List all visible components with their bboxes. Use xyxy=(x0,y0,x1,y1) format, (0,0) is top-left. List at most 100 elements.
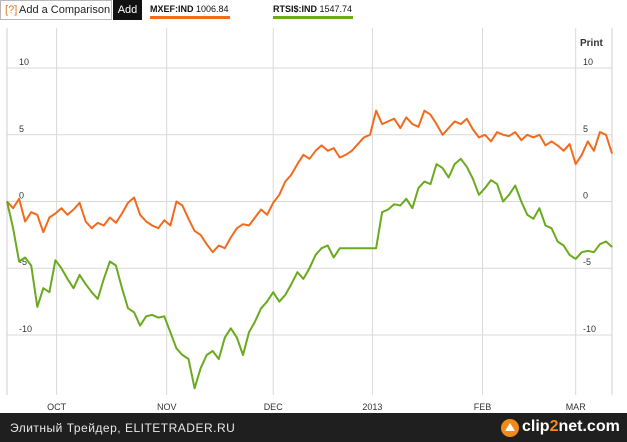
data-point-rtsiind xyxy=(472,178,474,180)
data-point-mxefind xyxy=(357,143,359,145)
toolbar: [?] Add a Comparison Add MXEF:IND 1006.8… xyxy=(0,0,627,24)
data-point-rtsiind xyxy=(563,244,565,247)
data-point-rtsiind xyxy=(181,354,184,356)
data-point-rtsiind xyxy=(6,200,8,203)
data-point-rtsiind xyxy=(127,307,129,309)
data-point-mxefind xyxy=(399,127,401,129)
footer: Элитный Трейдер, ELITETRADER.RU clip2net… xyxy=(0,413,627,442)
data-point-mxefind xyxy=(387,120,389,123)
chart-series xyxy=(6,109,613,390)
data-point-mxefind xyxy=(411,123,413,125)
data-point-rtsiind xyxy=(157,316,159,319)
data-point-mxefind xyxy=(605,134,607,136)
data-point-rtsiind xyxy=(266,300,268,303)
legend-item-rtsi: RTSI$:IND 1547.74 xyxy=(273,4,352,14)
data-point-mxefind xyxy=(24,220,26,223)
data-point-mxefind xyxy=(490,140,492,143)
help-glyph: ? xyxy=(8,4,15,16)
data-point-rtsiind xyxy=(526,214,528,216)
data-point-rtsiind xyxy=(284,294,286,296)
data-point-rtsiind xyxy=(496,183,498,185)
data-point-mxefind xyxy=(581,154,583,156)
data-point-rtsiind xyxy=(163,315,165,317)
data-point-rtsiind xyxy=(381,211,383,213)
data-point-mxefind xyxy=(556,144,559,147)
data-point-mxefind xyxy=(169,224,171,227)
print-link[interactable]: Print xyxy=(580,38,603,49)
data-point-mxefind xyxy=(133,196,135,199)
data-point-rtsiind xyxy=(575,258,577,260)
data-point-mxefind xyxy=(454,120,456,123)
data-point-rtsiind xyxy=(581,251,583,253)
add-comparison-field[interactable]: [?] Add a Comparison xyxy=(0,0,112,20)
data-point-mxefind xyxy=(278,194,280,196)
data-point-rtsiind xyxy=(97,298,99,300)
data-point-mxefind xyxy=(109,216,111,219)
data-point-mxefind xyxy=(351,150,353,152)
add-button[interactable]: Add xyxy=(113,0,142,20)
x-tick-label: FEB xyxy=(474,402,492,412)
x-tick-label: DEC xyxy=(264,402,284,412)
data-point-mxefind xyxy=(115,222,117,224)
data-point-mxefind xyxy=(484,134,486,136)
line-chart: 10 10 5 5 0 0 -5 -5 -10 -10 OCT NOV DEC 2013 FEB MAR xyxy=(6,28,613,412)
data-point-mxefind xyxy=(66,214,69,216)
data-point-rtsiind xyxy=(48,291,50,293)
arrow-icon xyxy=(501,419,519,437)
data-point-rtsiind xyxy=(206,354,208,356)
chart-grid xyxy=(6,28,613,395)
data-point-mxefind xyxy=(514,131,516,133)
data-point-mxefind xyxy=(236,227,238,229)
logo-text: clip2net.com xyxy=(522,418,620,435)
data-point-rtsiind xyxy=(369,247,371,249)
data-point-mxefind xyxy=(151,224,153,227)
data-point-rtsiind xyxy=(30,264,32,267)
data-point-rtsiind xyxy=(24,256,26,259)
data-point-mxefind xyxy=(375,110,377,112)
data-point-mxefind xyxy=(538,134,541,136)
data-point-mxefind xyxy=(302,154,305,156)
data-point-mxefind xyxy=(405,116,407,119)
data-point-mxefind xyxy=(157,227,159,229)
y-tick-label-left: 10 xyxy=(19,57,29,67)
data-point-rtsiind xyxy=(290,283,292,285)
data-point-rtsiind xyxy=(145,315,147,317)
data-point-rtsiind xyxy=(66,278,69,280)
data-point-mxefind xyxy=(242,223,244,225)
data-point-mxefind xyxy=(508,135,510,137)
data-point-rtsiind xyxy=(54,259,57,261)
clip2net-logo: clip2net.com xyxy=(500,416,622,440)
data-point-mxefind xyxy=(611,152,613,155)
data-point-rtsiind xyxy=(399,204,401,207)
data-point-rtsiind xyxy=(405,198,407,200)
data-point-rtsiind xyxy=(357,247,359,249)
data-point-rtsiind xyxy=(520,200,522,203)
data-point-mxefind xyxy=(230,236,232,239)
series-line-rtsiind xyxy=(6,157,613,390)
y-tick-label-left: 5 xyxy=(19,124,24,134)
legend-value: 1006.84 xyxy=(196,4,229,14)
data-point-mxefind xyxy=(563,150,565,152)
data-point-mxefind xyxy=(145,220,147,223)
data-point-rtsiind xyxy=(448,176,450,179)
data-point-mxefind xyxy=(206,243,208,245)
data-point-mxefind xyxy=(417,126,419,128)
data-point-mxefind xyxy=(284,180,286,183)
legend-swatch-mxef xyxy=(150,16,230,19)
help-icon[interactable]: [?] xyxy=(5,4,18,16)
data-point-rtsiind xyxy=(532,218,534,220)
data-point-rtsiind xyxy=(85,283,87,285)
data-point-mxefind xyxy=(575,163,577,165)
data-point-rtsiind xyxy=(611,246,613,248)
data-point-rtsiind xyxy=(302,278,305,280)
legend-item-mxef: MXEF:IND 1006.84 xyxy=(150,4,229,14)
data-point-rtsiind xyxy=(544,224,547,227)
data-point-mxefind xyxy=(472,128,474,131)
data-point-rtsiind xyxy=(327,244,329,247)
data-point-rtsiind xyxy=(230,327,232,329)
data-point-mxefind xyxy=(18,198,20,200)
add-comparison-label: Add a Comparison xyxy=(19,4,111,16)
data-point-mxefind xyxy=(127,202,129,204)
data-point-mxefind xyxy=(12,207,14,209)
y-tick-label-right: 5 xyxy=(583,124,588,134)
